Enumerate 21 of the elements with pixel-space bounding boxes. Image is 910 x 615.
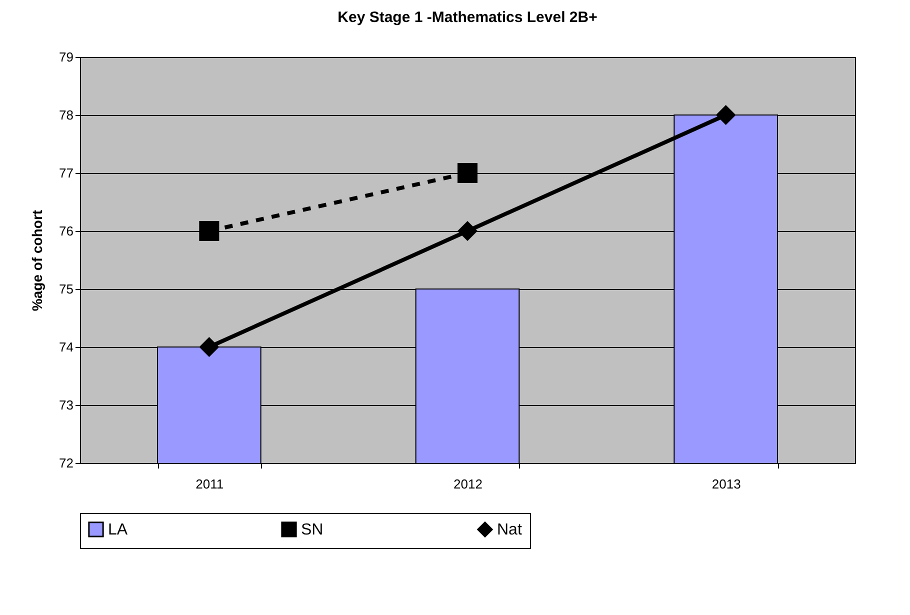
point bbox=[199, 337, 220, 357]
x-tick-label: 2012 bbox=[454, 476, 482, 492]
y-tick-label: 75 bbox=[59, 282, 74, 296]
point bbox=[458, 221, 478, 241]
point bbox=[458, 163, 478, 183]
point bbox=[199, 221, 220, 241]
y-tick-label: 74 bbox=[59, 340, 74, 354]
legend-label: SN bbox=[301, 521, 324, 538]
y-tick-label: 76 bbox=[59, 224, 74, 238]
y-tick-label: 79 bbox=[59, 50, 74, 64]
x-tick-label: 2013 bbox=[712, 476, 741, 492]
legend-label: LA bbox=[108, 521, 128, 538]
y-tick-label: 73 bbox=[59, 398, 74, 412]
y-tick-label: 77 bbox=[59, 166, 74, 180]
y-tick-label: 72 bbox=[59, 456, 74, 470]
point bbox=[716, 105, 736, 125]
x-tick-label: 2011 bbox=[196, 476, 224, 492]
legend-label: Nat bbox=[497, 521, 522, 538]
y-tick-label: 78 bbox=[59, 108, 74, 122]
y-axis-title: %age of cohort bbox=[29, 210, 46, 312]
chart-title: Key Stage 1 -Mathematics Level 2B+ bbox=[338, 9, 598, 26]
